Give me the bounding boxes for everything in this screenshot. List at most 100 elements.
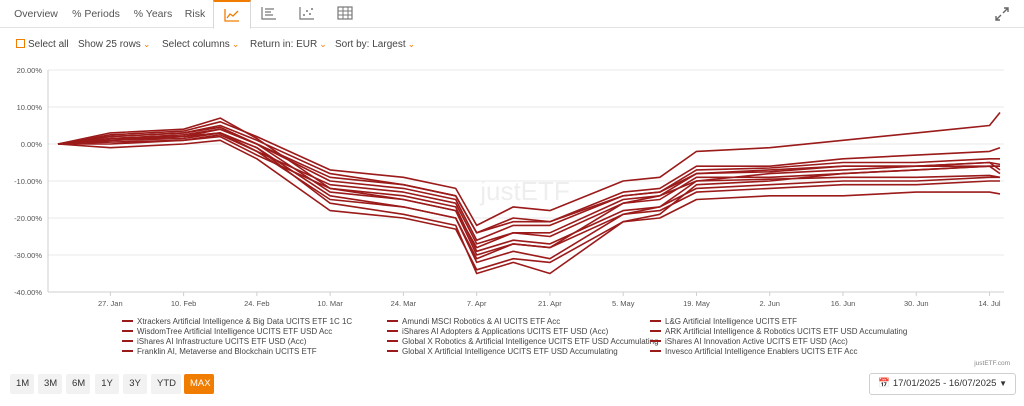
legend-label: Amundi MSCI Robotics & AI UCITS ETF Acc [402, 317, 561, 326]
tab-table[interactable] [330, 0, 360, 28]
x-tick-label: 14. Jul [978, 299, 1000, 308]
x-tick-label: 10. Feb [171, 299, 196, 308]
legend-swatch [387, 330, 398, 332]
range-1y-button[interactable]: 1Y [95, 374, 119, 394]
tab-periods[interactable]: % Periods [68, 0, 124, 28]
tab-label: % Periods [72, 8, 120, 20]
tab-overview[interactable]: Overview [8, 0, 64, 28]
legend-swatch [122, 330, 133, 332]
range-ytd-button[interactable]: YTD [151, 374, 181, 394]
select-columns-dropdown[interactable]: Select columns ⌄ [162, 39, 239, 50]
legend-item[interactable]: Xtrackers Artificial Intelligence & Big … [122, 317, 352, 326]
legend-label: Invesco Artificial Intelligence Enablers… [665, 347, 858, 356]
range-6m-button[interactable]: 6M [66, 374, 90, 394]
y-tick-label: -40.00% [14, 288, 42, 297]
series-line-12[interactable] [57, 139, 1001, 271]
legend-swatch [122, 320, 133, 322]
legend-item[interactable]: Global X Artificial Intelligence UCITS E… [387, 347, 618, 356]
legend-item[interactable]: L&G Artificial Intelligence UCITS ETF [650, 317, 797, 326]
chart-toolbar: Select all Show 25 rows ⌄ Select columns ⌄… [0, 34, 1024, 56]
legend-item[interactable]: iShares AI Adopters & Applications UCITS… [387, 327, 608, 336]
legend-label: Xtrackers Artificial Intelligence & Big … [137, 317, 353, 326]
legend-swatch [650, 350, 661, 352]
y-tick-label: 10.00% [17, 103, 43, 112]
select-columns-label: Select columns [162, 39, 230, 50]
series-line-11[interactable] [57, 134, 1000, 260]
range-3m-button[interactable]: 3M [38, 374, 62, 394]
legend-label: iShares AI Innovation Active UCITS ETF U… [665, 337, 848, 346]
legend-item[interactable]: Amundi MSCI Robotics & AI UCITS ETF Acc [387, 317, 560, 326]
select-all-checkbox[interactable]: Select all [16, 39, 69, 50]
legend-swatch [650, 340, 661, 342]
legend-item[interactable]: iShares AI Innovation Active UCITS ETF U… [650, 337, 848, 346]
x-tick-label: 16. Jun [831, 299, 856, 308]
legend-item[interactable]: WisdomTree Artificial Intelligence UCITS… [122, 327, 332, 336]
chevron-down-icon: ⌄ [231, 39, 240, 49]
chart-credit: justETF.com [974, 360, 1010, 367]
legend-label: Franklin AI, Metaverse and Blockchain UC… [137, 347, 317, 356]
checkbox-icon [16, 39, 25, 48]
y-tick-label: -10.00% [14, 177, 42, 186]
show-rows-label: Show 25 rows [78, 39, 141, 50]
bar-list-icon [261, 7, 276, 20]
tab-label: % Years [133, 8, 173, 20]
legend-swatch [387, 350, 398, 352]
return-currency-dropdown[interactable]: Return in: EUR ⌄ [250, 39, 327, 50]
chart-series [57, 111, 1001, 275]
sort-by-dropdown[interactable]: Sort by: Largest ⌄ [335, 39, 415, 50]
x-tick-label: 24. Feb [244, 299, 269, 308]
expand-icon [995, 7, 1009, 21]
legend-item[interactable]: Global X Robotics & Artificial Intellige… [387, 337, 659, 346]
tab-scatter[interactable] [292, 0, 322, 28]
x-tick-label: 10. Mar [317, 299, 343, 308]
series-line-10[interactable] [58, 135, 1000, 253]
tab-bar-list[interactable] [254, 0, 284, 28]
tab-line-chart[interactable] [213, 0, 251, 29]
legend-label: Global X Artificial Intelligence UCITS E… [402, 347, 618, 356]
sort-by-label: Sort by: Largest [335, 39, 406, 50]
legend-item[interactable]: iShares AI Infrastructure UCITS ETF USD … [122, 337, 306, 346]
series-line-1[interactable] [57, 111, 1001, 227]
y-tick-label: 20.00% [17, 66, 43, 75]
performance-line-chart: justETF 20.00% 10.00% 0.00% -10.00% -20.00% -… [14, 66, 1004, 308]
chart-axes: 20.00% 10.00% 0.00% -10.00% -20.00% -30.00% -4… [14, 66, 1004, 308]
series-line-2[interactable] [57, 124, 1001, 234]
tab-label: Risk [184, 8, 206, 20]
legend-swatch [650, 330, 661, 332]
legend-label: Global X Robotics & Artificial Intellige… [402, 337, 659, 346]
table-icon [337, 6, 353, 20]
tab-risk[interactable]: Risk [180, 0, 210, 28]
legend-label: iShares AI Adopters & Applications UCITS… [402, 327, 609, 336]
legend-label: ARK Artificial Intelligence & Robotics U… [665, 327, 908, 336]
y-tick-label: -20.00% [14, 214, 42, 223]
range-1m-button[interactable]: 1M [10, 374, 34, 394]
tab-years[interactable]: % Years [128, 0, 178, 28]
legend-item[interactable]: ARK Artificial Intelligence & Robotics U… [650, 327, 907, 336]
x-tick-label: 19. May [683, 299, 710, 308]
legend-label: WisdomTree Artificial Intelligence UCITS… [137, 327, 333, 336]
legend-swatch [650, 320, 661, 322]
range-max-button[interactable]: MAX [184, 374, 214, 394]
legend-swatch [122, 350, 133, 352]
select-all-label: Select all [28, 39, 69, 50]
show-rows-dropdown[interactable]: Show 25 rows ⌄ [78, 39, 150, 50]
expand-button[interactable] [994, 6, 1010, 27]
legend-label: L&G Artificial Intelligence UCITS ETF [665, 317, 798, 326]
x-tick-label: 7. Apr [467, 299, 487, 308]
legend-item[interactable]: Franklin AI, Metaverse and Blockchain UC… [122, 347, 317, 356]
calendar-icon: 📅 [878, 378, 891, 389]
legend-item[interactable]: Invesco Artificial Intelligence Enablers… [650, 347, 858, 356]
x-tick-label: 27. Jan [98, 299, 123, 308]
legend-label: iShares AI Infrastructure UCITS ETF USD … [137, 337, 307, 346]
chevron-down-icon: ⌄ [407, 39, 416, 49]
x-tick-label: 2. Jun [760, 299, 780, 308]
range-3y-button[interactable]: 3Y [123, 374, 147, 394]
scatter-icon [299, 7, 314, 20]
caret-down-icon: ▼ [999, 379, 1007, 388]
x-tick-label: 24. Mar [391, 299, 417, 308]
series-line-3[interactable] [57, 126, 1000, 241]
legend-swatch [122, 340, 133, 342]
series-line-9[interactable] [57, 132, 1001, 245]
y-tick-label: 0.00% [21, 140, 43, 149]
date-range-picker[interactable]: 📅 17/01/2025 - 16/07/2025 ▼ [869, 373, 1016, 395]
